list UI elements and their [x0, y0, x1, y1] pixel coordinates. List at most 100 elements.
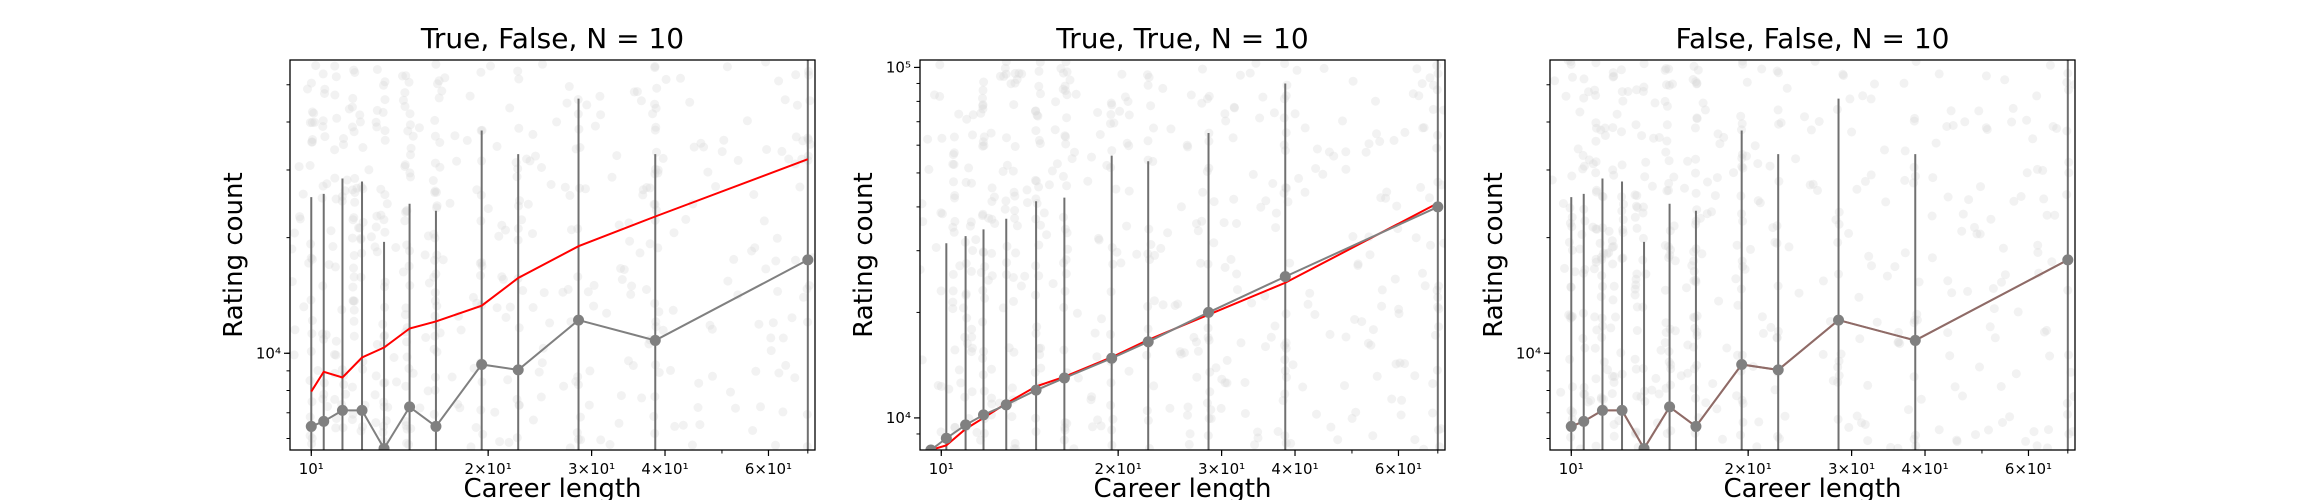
scatter-point [331, 72, 341, 82]
scatter-point [434, 76, 444, 86]
scatter-point [1765, 161, 1775, 171]
scatter-point [1638, 255, 1648, 265]
scatter-point [1092, 352, 1102, 362]
scatter-point [558, 287, 568, 297]
scatter-point [380, 126, 390, 136]
scatter-point [1584, 155, 1594, 165]
scatter-point [1948, 121, 1958, 130]
binned-point [336, 404, 348, 416]
scatter-point [666, 365, 675, 375]
scatter-point [1245, 68, 1255, 78]
binned-point [2062, 254, 2074, 266]
scatter-point [761, 264, 771, 274]
scatter-point [414, 123, 424, 133]
scatter-point [1732, 391, 1742, 401]
scatter-point [450, 131, 460, 141]
scatter-point [455, 403, 465, 413]
binned-point [978, 409, 990, 421]
scatter-point [1165, 403, 1175, 413]
scatter-point [309, 108, 319, 118]
scatter-point [1638, 86, 1648, 96]
scatter-point [1426, 240, 1435, 250]
scatter-point [1738, 417, 1748, 427]
scatter-point [1058, 84, 1068, 94]
scatter-point [711, 182, 721, 191]
scatter-point [497, 220, 507, 230]
scatter-point [392, 377, 401, 387]
scatter-point [512, 394, 522, 404]
scatter-point [382, 199, 392, 209]
scatter-point [1800, 112, 1809, 122]
scatter-point [1273, 427, 1283, 436]
scatter-point [1061, 132, 1070, 142]
scatter-point [349, 263, 358, 273]
scatter-point [372, 122, 382, 132]
scatter-point [1910, 113, 1920, 123]
scatter-point [1197, 98, 1207, 108]
scatter-point [1691, 77, 1701, 87]
scatter-point [330, 350, 339, 359]
scatter-point [1858, 91, 1868, 101]
scatter-point [1814, 117, 1824, 126]
scatter-point [1031, 194, 1041, 204]
scatter-point [2038, 165, 2048, 175]
scatter-point [1198, 187, 1208, 197]
scatter-point [778, 407, 788, 417]
scatter-point [637, 393, 647, 403]
scatter-point [723, 276, 733, 286]
scatter-point [1575, 107, 1585, 117]
scatter-point [1872, 317, 1882, 327]
scatter-point [1022, 185, 1032, 195]
scatter-point [1670, 326, 1680, 336]
scatter-point [1656, 345, 1666, 355]
scatter-point [318, 116, 328, 126]
scatter-point [1031, 126, 1041, 136]
scatter-point [1437, 180, 1445, 190]
scatter-point [1419, 444, 1429, 450]
scatter-point [1640, 172, 1650, 182]
scatter-point [313, 366, 323, 375]
scatter-point [987, 183, 997, 193]
binned-point [1772, 364, 1784, 376]
scatter-point [966, 266, 976, 276]
scatter-point [1106, 119, 1115, 129]
scatter-point [1591, 254, 1601, 264]
scatter-point [1220, 378, 1230, 388]
scatter-point [1942, 122, 1952, 131]
y-axis-label: Rating count [219, 172, 249, 337]
scatter-point [1097, 314, 1106, 324]
scatter-point [2000, 75, 2010, 85]
scatter-point [1324, 147, 1334, 157]
scatter-point [1425, 193, 1434, 203]
scatter-point [980, 293, 990, 303]
scatter-point [1857, 418, 1866, 428]
scatter-point [978, 93, 987, 103]
x-axis-label: Career length [1723, 474, 1901, 500]
scatter-point [781, 360, 791, 370]
scatter-point [1271, 208, 1281, 218]
scatter-point [1219, 218, 1229, 228]
scatter-point [1591, 224, 1601, 234]
scatter-point [1361, 147, 1371, 157]
scatter-point [538, 60, 547, 69]
scatter-point [1631, 280, 1641, 290]
scatter-point [372, 65, 382, 74]
scatter-point [2070, 80, 2075, 89]
scatter-point [1818, 276, 1828, 286]
scatter-point [616, 264, 626, 273]
scatter-point [294, 162, 304, 172]
scatter-point [1666, 360, 1676, 370]
scatter-point [1106, 400, 1116, 410]
scatter-point [1964, 195, 1974, 205]
scatter-point [1062, 181, 1072, 191]
scatter-point [650, 62, 660, 71]
scatter-point [1191, 337, 1201, 347]
scatter-point [307, 254, 317, 264]
scatter-point [1742, 77, 1752, 87]
scatter-point [1108, 259, 1118, 269]
scatter-point [959, 303, 968, 313]
scatter-point [1363, 338, 1373, 348]
scatter-point [1617, 127, 1626, 137]
scatter-point [1742, 151, 1751, 161]
scatter-point [1290, 109, 1300, 119]
